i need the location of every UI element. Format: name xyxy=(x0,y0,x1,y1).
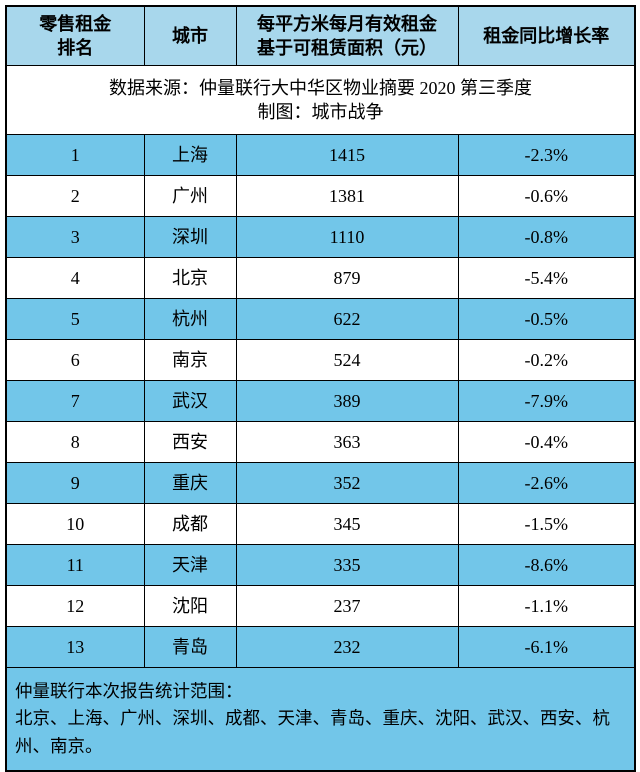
header-rent-line1: 每平方米每月有效租金 xyxy=(257,13,437,34)
rank-cell: 5 xyxy=(5,298,145,340)
table-row: 10 成都 345 -1.5% xyxy=(5,503,636,545)
source-note-line2: 制图：城市战争 xyxy=(257,102,384,122)
rent-cell: 524 xyxy=(235,339,459,381)
rent-cell: 232 xyxy=(235,626,459,668)
growth-cell: -0.2% xyxy=(457,339,636,381)
table-row: 11 天津 335 -8.6% xyxy=(5,544,636,586)
table-row: 2 广州 1381 -0.6% xyxy=(5,175,636,217)
rent-cell: 1110 xyxy=(235,216,459,258)
rank-cell: 10 xyxy=(5,503,145,545)
city-cell: 杭州 xyxy=(143,298,237,340)
table-row: 7 武汉 389 -7.9% xyxy=(5,380,636,422)
table-body: 数据来源：仲量联行大中华区物业摘要 2020 第三季度 制图：城市战争 1 上海… xyxy=(5,65,636,772)
footer-note-line2: 北京、上海、广州、深圳、成都、天津、青岛、重庆、沈阳、武汉、西安、杭州、南京。 xyxy=(15,708,610,756)
rank-cell: 7 xyxy=(5,380,145,422)
rank-cell: 9 xyxy=(5,462,145,504)
table-row: 3 深圳 1110 -0.8% xyxy=(5,216,636,258)
rank-cell: 3 xyxy=(5,216,145,258)
rank-cell: 1 xyxy=(5,134,145,176)
header-rent-line2: 基于可租赁面积（元） xyxy=(257,38,437,58)
growth-cell: -0.8% xyxy=(457,216,636,258)
city-cell: 沈阳 xyxy=(143,585,237,627)
city-cell: 北京 xyxy=(143,257,237,299)
growth-cell: -0.5% xyxy=(457,298,636,340)
growth-cell: -0.6% xyxy=(457,175,636,217)
city-cell: 重庆 xyxy=(143,462,237,504)
table-row: 1 上海 1415 -2.3% xyxy=(5,134,636,176)
retail-rent-table: 零售租金 排名 城市 每平方米每月有效租金 基于可租赁面积（元） 租金同比增长率… xyxy=(5,5,636,772)
growth-cell: -8.6% xyxy=(457,544,636,586)
rent-cell: 345 xyxy=(235,503,459,545)
footer-note-row: 仲量联行本次报告统计范围： 北京、上海、广州、深圳、成都、天津、青岛、重庆、沈阳… xyxy=(5,667,636,772)
rank-cell: 13 xyxy=(5,626,145,668)
rent-cell: 335 xyxy=(235,544,459,586)
rank-cell: 4 xyxy=(5,257,145,299)
rent-cell: 622 xyxy=(235,298,459,340)
rank-cell: 11 xyxy=(5,544,145,586)
rank-cell: 6 xyxy=(5,339,145,381)
header-rank: 零售租金 排名 xyxy=(5,5,145,66)
rank-cell: 8 xyxy=(5,421,145,463)
growth-cell: -0.4% xyxy=(457,421,636,463)
rent-cell: 237 xyxy=(235,585,459,627)
table-row: 12 沈阳 237 -1.1% xyxy=(5,585,636,627)
rent-cell: 363 xyxy=(235,421,459,463)
city-cell: 西安 xyxy=(143,421,237,463)
table-row: 13 青岛 232 -6.1% xyxy=(5,626,636,668)
source-note-cell: 数据来源：仲量联行大中华区物业摘要 2020 第三季度 制图：城市战争 xyxy=(5,65,636,135)
growth-cell: -6.1% xyxy=(457,626,636,668)
table-header-row: 零售租金 排名 城市 每平方米每月有效租金 基于可租赁面积（元） 租金同比增长率 xyxy=(5,5,636,66)
rank-cell: 12 xyxy=(5,585,145,627)
header-rank-line1: 零售租金 xyxy=(39,13,112,34)
table-row: 6 南京 524 -0.2% xyxy=(5,339,636,381)
growth-cell: -1.1% xyxy=(457,585,636,627)
footer-note-line1: 仲量联行本次报告统计范围： xyxy=(15,681,243,702)
header-city: 城市 xyxy=(143,5,237,66)
city-cell: 天津 xyxy=(143,544,237,586)
city-cell: 青岛 xyxy=(143,626,237,668)
header-growth: 租金同比增长率 xyxy=(457,5,636,66)
table-row: 8 西安 363 -0.4% xyxy=(5,421,636,463)
rent-cell: 389 xyxy=(235,380,459,422)
source-note-line1: 数据来源：仲量联行大中华区物业摘要 2020 第三季度 xyxy=(109,77,532,98)
rank-cell: 2 xyxy=(5,175,145,217)
city-cell: 武汉 xyxy=(143,380,237,422)
source-note-row: 数据来源：仲量联行大中华区物业摘要 2020 第三季度 制图：城市战争 xyxy=(5,65,636,135)
page: 零售租金 排名 城市 每平方米每月有效租金 基于可租赁面积（元） 租金同比增长率… xyxy=(5,5,636,772)
table-row: 9 重庆 352 -2.6% xyxy=(5,462,636,504)
city-cell: 上海 xyxy=(143,134,237,176)
table-row: 4 北京 879 -5.4% xyxy=(5,257,636,299)
growth-cell: -2.6% xyxy=(457,462,636,504)
header-rent: 每平方米每月有效租金 基于可租赁面积（元） xyxy=(235,5,459,66)
city-cell: 南京 xyxy=(143,339,237,381)
city-cell: 广州 xyxy=(143,175,237,217)
growth-cell: -1.5% xyxy=(457,503,636,545)
footer-note-cell: 仲量联行本次报告统计范围： 北京、上海、广州、深圳、成都、天津、青岛、重庆、沈阳… xyxy=(5,667,636,772)
rent-cell: 879 xyxy=(235,257,459,299)
growth-cell: -7.9% xyxy=(457,380,636,422)
growth-cell: -2.3% xyxy=(457,134,636,176)
rent-cell: 352 xyxy=(235,462,459,504)
header-rank-line2: 排名 xyxy=(57,38,94,58)
rent-cell: 1381 xyxy=(235,175,459,217)
city-cell: 深圳 xyxy=(143,216,237,258)
rent-cell: 1415 xyxy=(235,134,459,176)
city-cell: 成都 xyxy=(143,503,237,545)
table-row: 5 杭州 622 -0.5% xyxy=(5,298,636,340)
growth-cell: -5.4% xyxy=(457,257,636,299)
